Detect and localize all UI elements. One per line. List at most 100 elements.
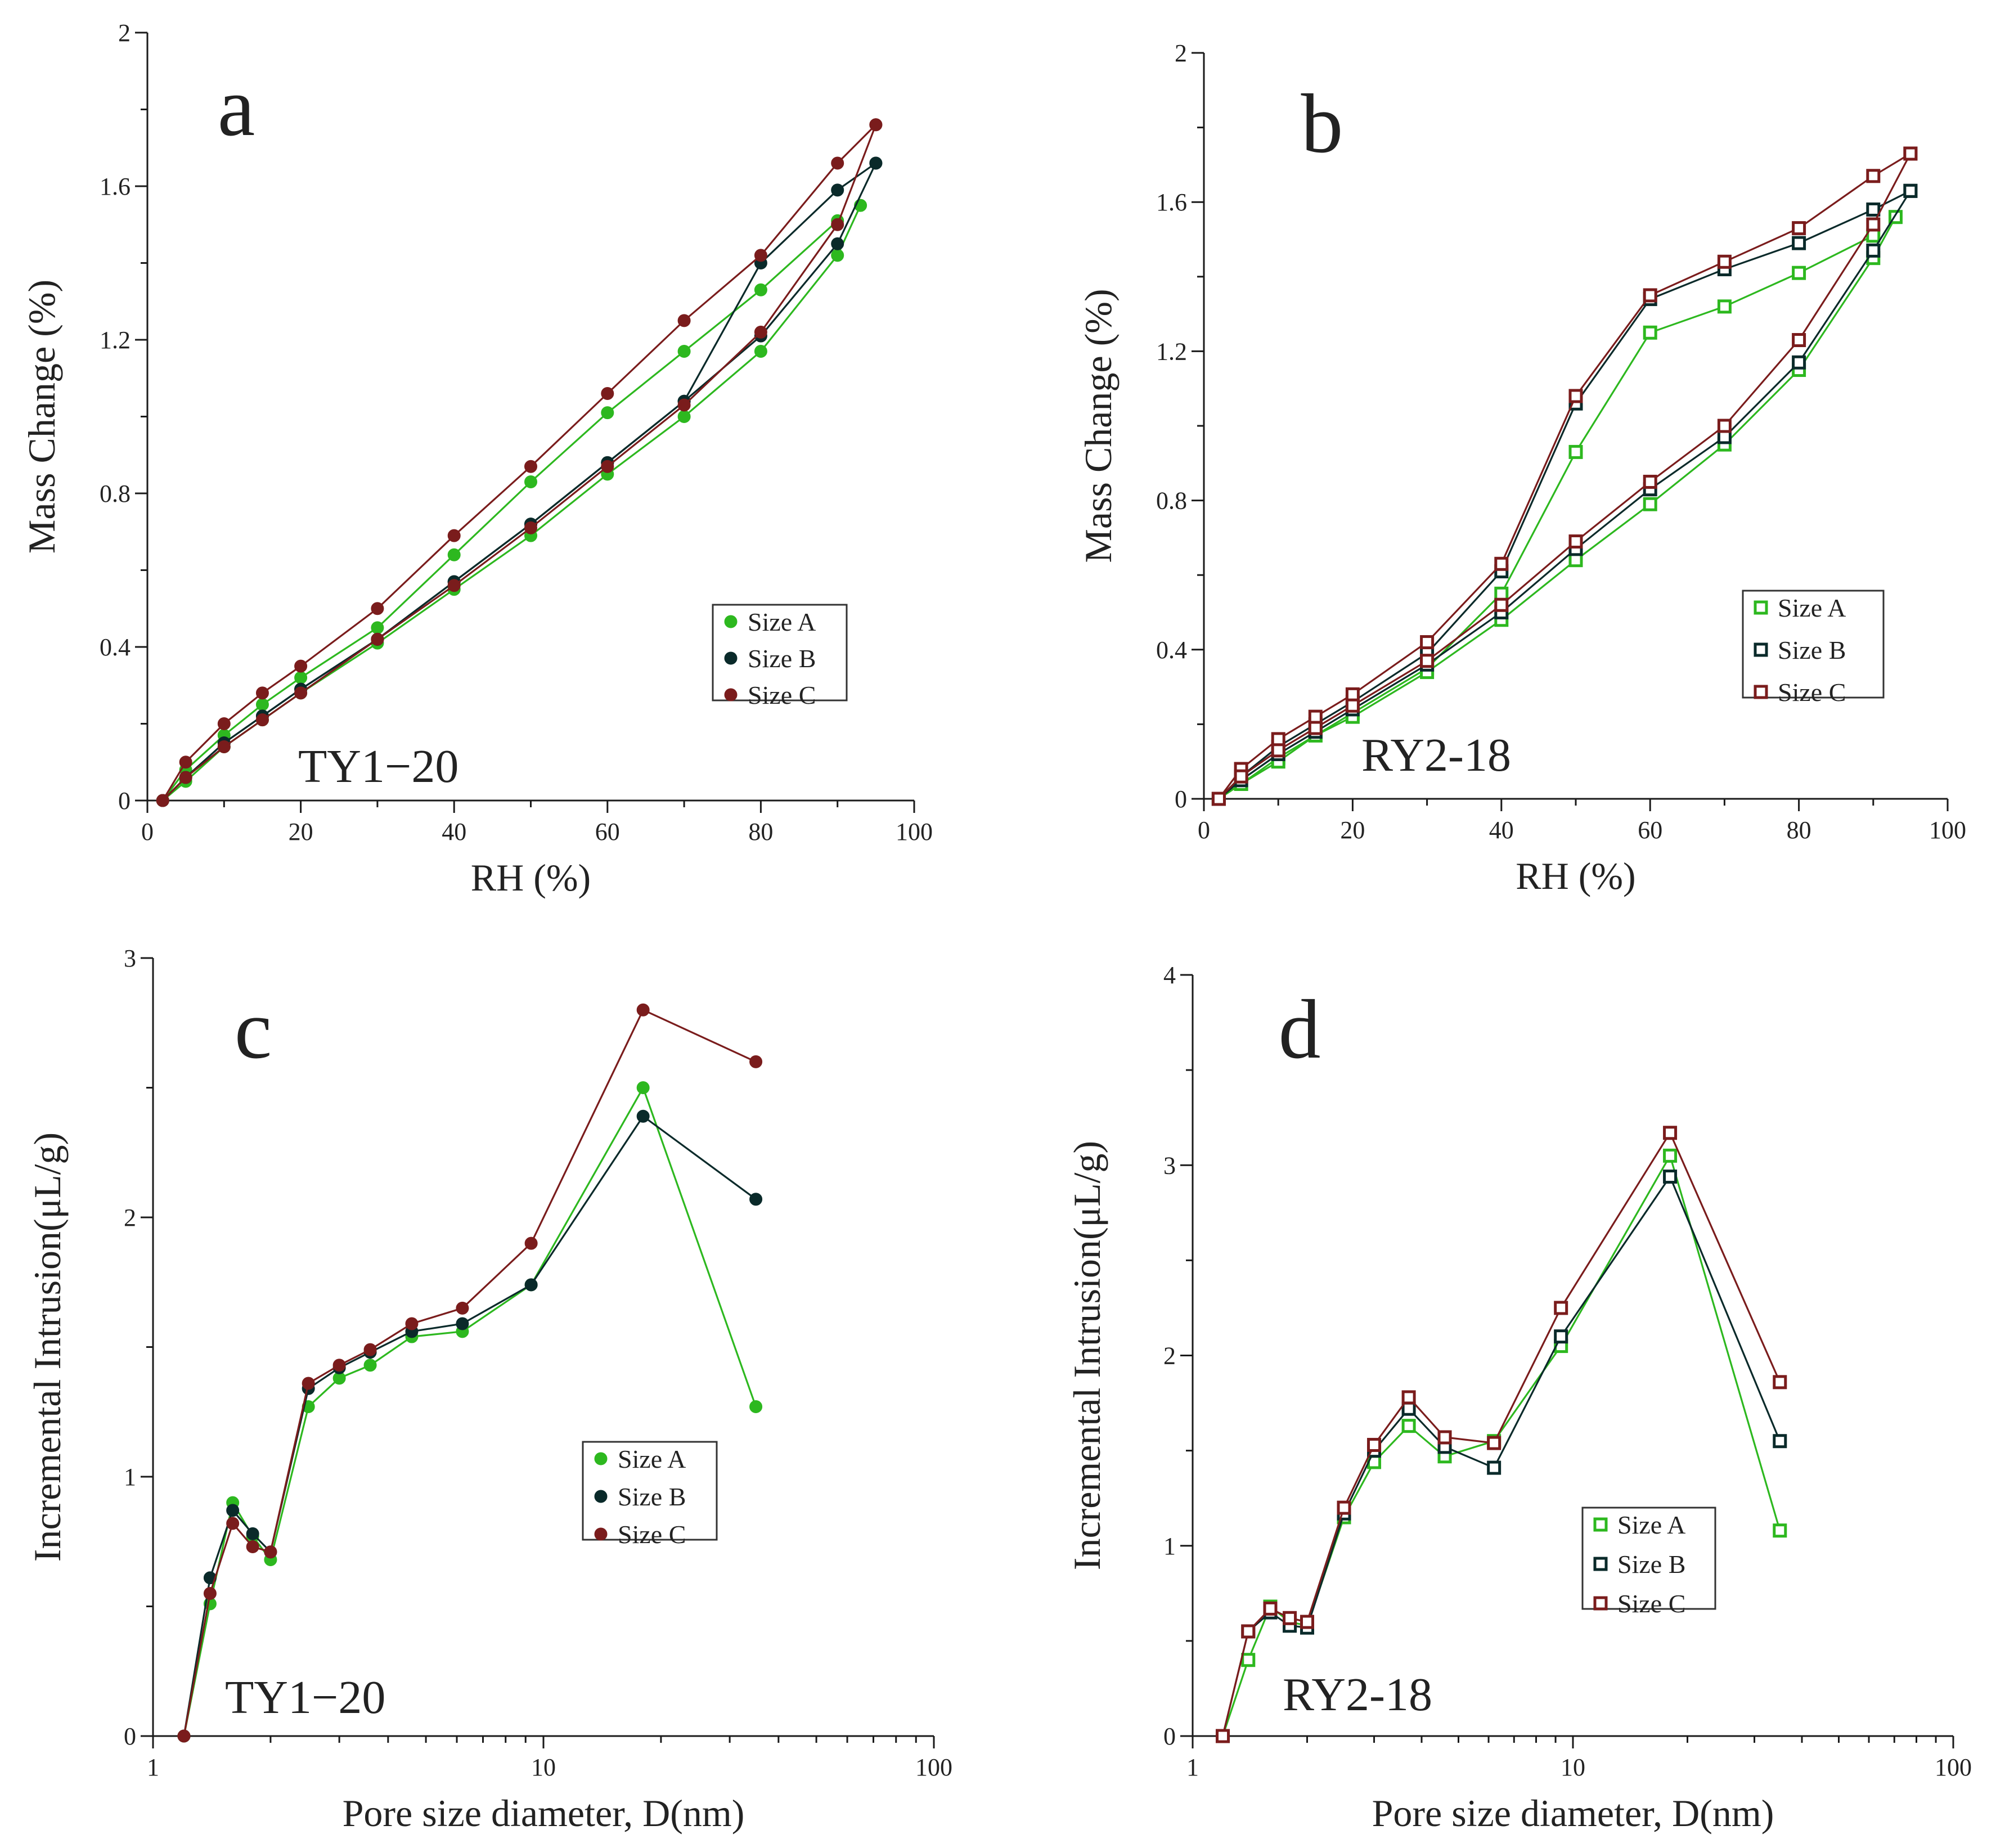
y-tick-label: 1: [124, 1463, 136, 1491]
data-point: [677, 410, 691, 423]
data-point: [601, 387, 614, 401]
legend-label: Size C: [748, 681, 816, 709]
data-point: [1300, 1615, 1314, 1629]
data-point: [363, 1343, 377, 1356]
data-point: [1420, 654, 1435, 668]
x-tick-label: 100: [1935, 1753, 1972, 1781]
data-point: [1643, 325, 1657, 340]
data-point: [294, 659, 308, 673]
legend: Size A Size B Size C: [1581, 1507, 1716, 1618]
y-tick-label: 2: [1175, 39, 1187, 67]
legend: Size A Size B Size C: [712, 604, 848, 709]
data-point: [524, 1278, 538, 1292]
data-point: [677, 314, 691, 327]
data-point: [255, 713, 269, 727]
data-point: [1487, 1436, 1502, 1450]
data-point: [246, 1527, 259, 1540]
data-point: [1554, 1329, 1568, 1344]
data-point: [1717, 299, 1732, 314]
data-point: [1337, 1500, 1351, 1515]
data-point: [177, 1729, 191, 1743]
legend-marker: [1754, 642, 1768, 657]
data-point: [1792, 236, 1806, 250]
data-point: [1866, 202, 1881, 217]
data-point: [1494, 586, 1509, 601]
data-point: [332, 1359, 346, 1372]
sample-label: TY1−20: [298, 740, 458, 793]
data-point: [1717, 254, 1732, 269]
data-point: [1792, 333, 1806, 348]
data-point: [371, 621, 384, 635]
data-point: [1643, 288, 1657, 303]
panel-letter: a: [218, 60, 255, 154]
series-line: [183, 1009, 757, 1737]
sample-label: TY1−20: [225, 1671, 385, 1724]
data-point: [524, 460, 537, 473]
data-point: [1494, 556, 1509, 571]
x-tick-label: 1: [147, 1753, 159, 1781]
x-axis-title: Pore size diameter, D(nm): [1372, 1792, 1774, 1834]
series-line: [1221, 1153, 1781, 1737]
series-size-c: [1216, 1126, 1787, 1743]
legend-marker: [1593, 1557, 1608, 1571]
data-point: [1866, 217, 1881, 232]
series-size-b: [177, 1109, 763, 1743]
data-point: [1643, 497, 1657, 511]
legend-marker: [594, 1490, 608, 1503]
y-tick-label: 0: [1175, 785, 1187, 813]
data-point: [831, 183, 844, 197]
y-tick-label: 2: [124, 1204, 136, 1231]
legend-label: Size A: [618, 1445, 686, 1473]
x-tick-label: 10: [1561, 1753, 1585, 1781]
data-point: [1241, 1653, 1256, 1667]
data-point: [1663, 1170, 1678, 1184]
data-point: [1773, 1523, 1787, 1538]
x-axis-title: Pore size diameter, D(nm): [343, 1792, 745, 1834]
legend: Size A Size B Size C: [1742, 590, 1885, 707]
data-point: [1241, 1624, 1256, 1639]
data-point: [754, 249, 767, 262]
y-axis-title: Incremental Intrusion(μL/g): [26, 1132, 69, 1562]
data-point: [754, 344, 767, 358]
data-point: [203, 1586, 217, 1600]
desorption-line: [1218, 190, 1912, 800]
x-tick-label: 0: [141, 818, 154, 846]
y-tick-label: 1.6: [100, 173, 131, 200]
series-size-a: [177, 1081, 763, 1743]
legend-label: Size B: [1778, 636, 1846, 664]
series-line: [183, 1085, 757, 1737]
legend-label: Size C: [1778, 678, 1846, 707]
data-point: [1263, 1601, 1278, 1616]
data-point: [869, 156, 883, 170]
y-axis-title: Incremental Intrusion(μL/g): [1066, 1141, 1108, 1570]
x-tick-label: 80: [748, 818, 773, 846]
data-point: [1234, 769, 1248, 784]
data-point: [255, 686, 269, 700]
x-tick-label: 20: [1340, 816, 1365, 844]
y-tick-label: 0.4: [1156, 636, 1187, 664]
legend-marker: [594, 1452, 608, 1465]
data-point: [831, 249, 844, 262]
sample-label: RY2-18: [1361, 729, 1511, 781]
data-point: [217, 740, 231, 753]
y-tick-label: 0.4: [100, 633, 131, 661]
data-point: [217, 717, 231, 730]
data-point: [1568, 553, 1583, 568]
x-tick-label: 100: [915, 1753, 952, 1781]
legend-marker: [724, 651, 738, 665]
data-point: [1717, 430, 1732, 444]
x-tick-label: 20: [289, 818, 313, 846]
data-point: [636, 1003, 650, 1017]
x-tick-label: 40: [1489, 816, 1514, 844]
legend-marker: [724, 615, 738, 628]
series-size-a: [1216, 1148, 1787, 1743]
y-tick-label: 0.8: [1156, 487, 1187, 515]
y-tick-label: 2: [1163, 1342, 1176, 1370]
x-tick-label: 60: [595, 818, 620, 846]
legend-label: Size A: [1617, 1510, 1685, 1539]
data-point: [1792, 355, 1806, 370]
data-point: [1663, 1126, 1678, 1140]
data-point: [1271, 743, 1285, 758]
data-point: [255, 698, 269, 711]
